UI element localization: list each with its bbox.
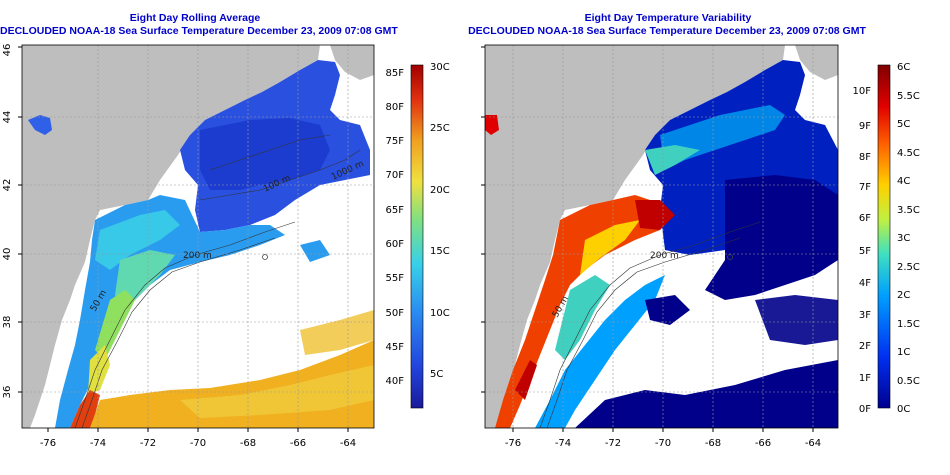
x-tick-label: -72	[605, 438, 621, 449]
right-map-area: 50 m 200 m	[485, 45, 838, 428]
y-tick-label: 46	[475, 44, 477, 57]
grid-lines	[485, 45, 838, 428]
y-tick-label: 40	[475, 248, 477, 261]
colorbar-f-label: 3F	[859, 310, 871, 321]
colorbar-f-label: 0F	[859, 404, 871, 415]
colorbar-c-label: 10C	[430, 308, 450, 319]
colorbar-c-label: 5C	[897, 119, 910, 130]
colorbar-c-label: 4.5C	[897, 148, 920, 159]
x-tick-label: -64	[805, 438, 821, 449]
colorbar-c-label: 6C	[897, 62, 910, 73]
land-mass	[485, 45, 785, 428]
land-mass	[22, 45, 320, 428]
y-tick-label: 42	[2, 179, 13, 192]
y-tick-label: 44	[2, 111, 13, 124]
colorbar-c-label: 4C	[897, 176, 910, 187]
right-y-axis: 36 38 40 42 44 46	[475, 44, 485, 399]
x-tick-label: -66	[290, 438, 306, 449]
left-x-axis: -76 -74 -72 -70 -68 -66 -64	[40, 428, 356, 449]
colorbar-c-label: 0.5C	[897, 376, 920, 387]
colorbar-c-label: 5.5C	[897, 91, 920, 102]
colorbar-f-label: 40F	[386, 376, 405, 387]
colorbar-f-label: 75F	[386, 136, 405, 147]
colorbar-c-label: 5C	[430, 369, 443, 380]
x-tick-label: -70	[655, 438, 671, 449]
colorbar-f-label: 10F	[853, 86, 872, 97]
right-map-frame	[484, 44, 839, 429]
left-title: Eight Day Rolling Average	[129, 12, 261, 24]
bathymetry-contours	[539, 221, 761, 428]
left-map-area: 50 m 200 m 1000 m 100 m	[22, 45, 374, 428]
right-map-panel: 50 m 200 m -76 -74 -72 -70 -68 -66 -64 3…	[475, 44, 920, 449]
colorbar-f-label: 70F	[386, 170, 405, 181]
contour-label-200m: 200 m	[183, 251, 212, 261]
colorbar-c-label: 30C	[430, 62, 450, 73]
right-title: Eight Day Temperature Variability	[584, 12, 752, 24]
x-tick-label: -64	[340, 438, 356, 449]
colorbar-c-label: 1.5C	[897, 319, 920, 330]
colorbar-c-label: 3C	[897, 233, 910, 244]
colorbar-f-label: 8F	[859, 152, 871, 163]
colorbar-f-label: 55F	[386, 273, 405, 284]
colorbar-f-label: 2F	[859, 341, 871, 352]
colorbar-f-label: 4F	[859, 278, 871, 289]
y-tick-label: 44	[475, 111, 477, 124]
colorbar-c-label: 0C	[897, 404, 910, 415]
colorbar-c-label: 1C	[897, 347, 910, 358]
colorbar-c-label: 15C	[430, 246, 450, 257]
colorbar-f-label: 9F	[859, 121, 871, 132]
x-tick-label: -76	[505, 438, 521, 449]
colorbar-f-label: 6F	[859, 213, 871, 224]
x-tick-label: -74	[90, 438, 106, 449]
colorbar-f-label: 7F	[859, 182, 871, 193]
x-tick-label: -66	[755, 438, 771, 449]
colorbar-c-label: 20C	[430, 185, 450, 196]
colorbar-c-label: 3.5C	[897, 205, 920, 216]
bathymetry-contours	[74, 134, 361, 428]
x-tick-label: -70	[190, 438, 206, 449]
x-tick-label: -68	[705, 438, 721, 449]
y-tick-label: 38	[2, 316, 13, 329]
left-y-axis: 36 38 40 42 44 46	[2, 44, 22, 399]
y-tick-label: 36	[2, 386, 13, 399]
colorbar-c-label: 2C	[897, 290, 910, 301]
colorbar-f-label: 80F	[386, 102, 405, 113]
left-subtitle: DECLOUDED NOAA-18 Sea Surface Temperatur…	[0, 25, 398, 37]
x-tick-label: -76	[40, 438, 56, 449]
right-x-axis: -76 -74 -72 -70 -68 -66 -64	[505, 428, 821, 449]
colorbar-f-label: 60F	[386, 239, 405, 250]
left-colorbar: 85F 80F 75F 70F 65F 60F 55F 50F 45F 40F …	[386, 62, 450, 409]
colorbar-f-label: 50F	[386, 308, 405, 319]
x-tick-label: -68	[240, 438, 256, 449]
x-tick-label: -72	[140, 438, 156, 449]
colorbar-f-label: 1F	[859, 373, 871, 384]
colorbar-f-label: 65F	[386, 205, 405, 216]
y-tick-label: 42	[475, 179, 477, 192]
colorbar-c-label: 25C	[430, 123, 450, 134]
grid-lines	[22, 45, 374, 428]
left-map-panel: 50 m 200 m 1000 m 100 m -76 -74 -72 -70 …	[2, 44, 450, 449]
colorbar-f-label: 45F	[386, 342, 405, 353]
colorbar-f-label: 85F	[386, 68, 405, 79]
colorbar-f-label: 5F	[859, 246, 871, 257]
right-colorbar: 10F 9F 8F 7F 6F 5F 4F 3F 2F 1F 0F 6C 5.5…	[853, 62, 920, 415]
y-tick-label: 46	[2, 44, 13, 57]
right-subtitle: DECLOUDED NOAA-18 Sea Surface Temperatur…	[468, 25, 866, 37]
y-tick-label: 40	[2, 248, 13, 261]
x-tick-label: -74	[555, 438, 571, 449]
contour-label-200m: 200 m	[650, 251, 679, 261]
colorbar-c-label: 2.5C	[897, 262, 920, 273]
y-tick-label: 38	[475, 316, 477, 329]
y-tick-label: 36	[475, 386, 477, 399]
